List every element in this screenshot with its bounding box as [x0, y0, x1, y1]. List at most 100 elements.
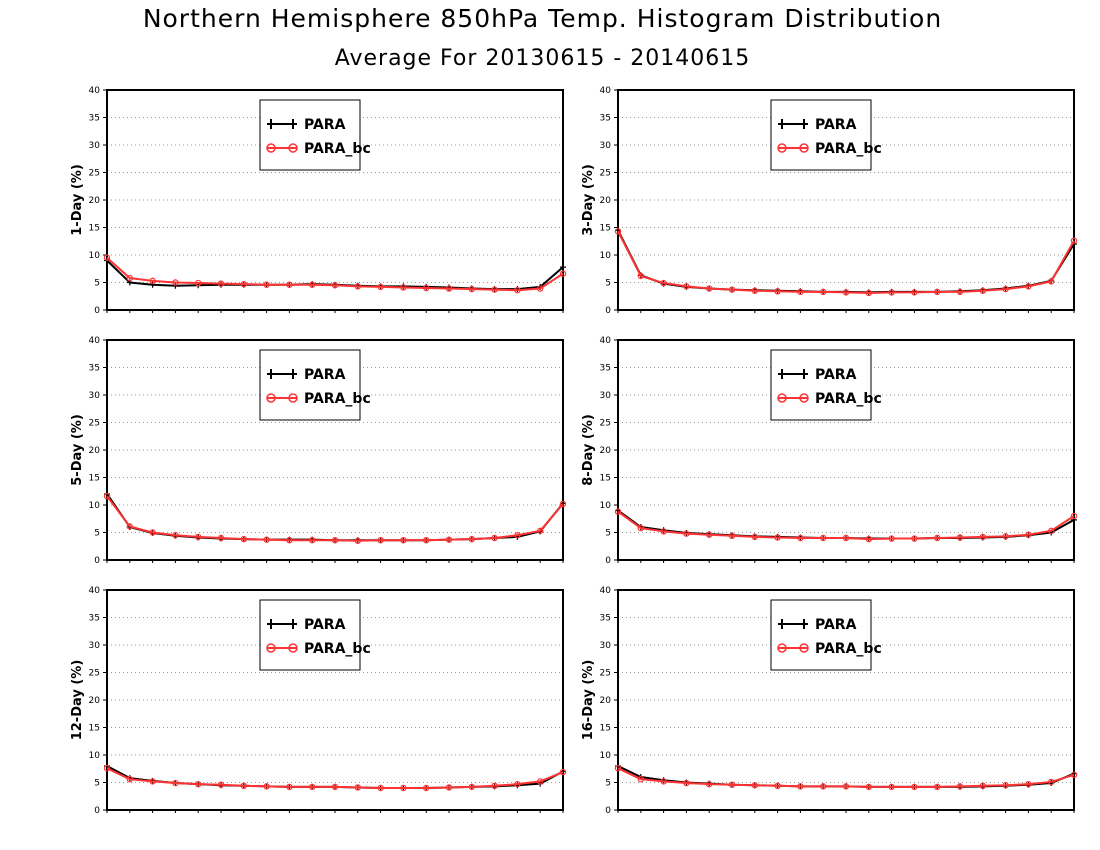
legend-box: [770, 99, 872, 171]
point-para_bc: [149, 778, 156, 785]
y-tick-label: 20: [600, 446, 612, 456]
legend-label: PARA: [304, 617, 346, 633]
y-tick-label: 40: [89, 586, 101, 596]
point-para_bc: [842, 289, 850, 296]
y-tick-label: 35: [600, 364, 611, 374]
point-para_bc: [537, 527, 544, 535]
y-tick-label: 35: [89, 614, 100, 624]
y-tick-label: 40: [600, 586, 612, 596]
legend-marker-para_bc: [777, 143, 787, 153]
y-tick-label: 5: [605, 279, 611, 289]
point-para_bc: [400, 284, 407, 291]
point-para_bc: [865, 289, 873, 297]
point-para_bc: [1047, 278, 1055, 285]
point-para_bc: [103, 765, 111, 772]
point-para_bc: [103, 493, 111, 500]
point-para_bc: [286, 537, 293, 544]
point-para_bc: [956, 534, 964, 541]
y-tick-label: 10: [89, 751, 101, 761]
legend-marker-para_bc: [799, 643, 809, 653]
point-para_bc: [377, 283, 384, 291]
point-para_bc: [240, 782, 247, 790]
point-para_bc: [491, 286, 498, 293]
point-para_bc: [683, 283, 690, 290]
point-para_bc: [614, 508, 622, 515]
point-para_bc: [842, 783, 850, 790]
point-para_bc: [354, 537, 361, 544]
point-para_bc: [1002, 285, 1009, 293]
point-para: [149, 281, 156, 288]
y-tick-label: 10: [600, 251, 612, 261]
y-tick-label: 10: [600, 751, 612, 761]
legend-label: PARA_bc: [304, 391, 371, 407]
y-tick-label: 10: [89, 501, 101, 511]
point-para_bc: [751, 287, 759, 294]
chart-subtitle: Average For 20130615 - 20140615: [334, 46, 751, 71]
y-axis-label: 5-Day (%): [70, 414, 85, 486]
chart-panel: 0 5 10 15 20 25 30 35 40 5-Day (%) PARA PARA_bc: [70, 336, 567, 566]
point-para_bc: [331, 282, 339, 289]
legend-box: [259, 99, 361, 171]
y-tick-label: 30: [600, 391, 612, 401]
legend-box: [770, 349, 872, 421]
point-para_bc: [172, 532, 179, 539]
point-para_bc: [956, 783, 964, 790]
y-tick-label: 20: [600, 696, 612, 706]
point-para_bc: [377, 784, 384, 792]
series-line-para_bc: [106, 495, 564, 542]
point-para_bc: [1025, 531, 1032, 538]
point-para_bc: [354, 283, 361, 290]
point-para_bc: [400, 537, 407, 544]
legend-label: PARA: [815, 367, 857, 383]
y-axis-label: 8-Day (%): [581, 414, 596, 486]
y-tick-label: 25: [600, 669, 611, 679]
series-line-para_bc: [617, 510, 1075, 541]
series-line-para_bc: [617, 230, 1075, 294]
y-tick-label: 30: [600, 141, 612, 151]
point-para_bc: [1047, 527, 1055, 535]
point-para_bc: [888, 535, 895, 542]
point-para_bc: [956, 288, 964, 296]
y-tick-label: 15: [89, 474, 100, 484]
y-tick-label: 5: [94, 779, 100, 789]
point-para_bc: [217, 781, 225, 788]
point-para_bc: [888, 783, 895, 791]
point-para_bc: [979, 287, 987, 294]
legend-label: PARA_bc: [815, 391, 882, 407]
point-para_bc: [217, 280, 225, 287]
point-para_bc: [194, 279, 202, 287]
point-para_bc: [660, 279, 667, 287]
y-tick-label: 30: [600, 641, 612, 651]
legend-box: [770, 599, 872, 671]
point-para_bc: [537, 778, 544, 785]
y-tick-label: 15: [89, 724, 100, 734]
point-para_bc: [286, 281, 293, 288]
point-para_bc: [309, 783, 316, 791]
point-para_bc: [1047, 778, 1055, 786]
point-para_bc: [637, 524, 645, 532]
legend-marker-para_bc: [777, 643, 787, 653]
y-axis-label: 16-Day (%): [581, 660, 596, 741]
legend-label: PARA: [815, 617, 857, 633]
legend-label: PARA_bc: [815, 641, 882, 657]
point-para_bc: [468, 783, 475, 791]
plot-frame: [106, 589, 564, 811]
point-para: [1071, 516, 1077, 523]
chart-panel: 0 5 10 15 20 25 30 35 40 1-Day (%) PARA PARA_bc: [70, 86, 567, 316]
y-tick-label: 25: [600, 169, 611, 179]
point-para_bc: [934, 783, 941, 791]
point-para_bc: [1025, 780, 1032, 788]
point-para_bc: [1002, 533, 1009, 540]
point-para_bc: [559, 270, 567, 277]
point-para_bc: [194, 780, 202, 788]
y-tick-label: 15: [600, 224, 611, 234]
point-para_bc: [172, 779, 179, 787]
point-para_bc: [423, 784, 430, 792]
plot-frame: [617, 339, 1075, 561]
point-para_bc: [377, 537, 384, 544]
y-tick-label: 25: [600, 419, 611, 429]
legend-label: PARA: [304, 367, 346, 383]
point-para_bc: [683, 779, 690, 787]
plot-frame: [106, 339, 564, 561]
point-para_bc: [751, 782, 759, 789]
